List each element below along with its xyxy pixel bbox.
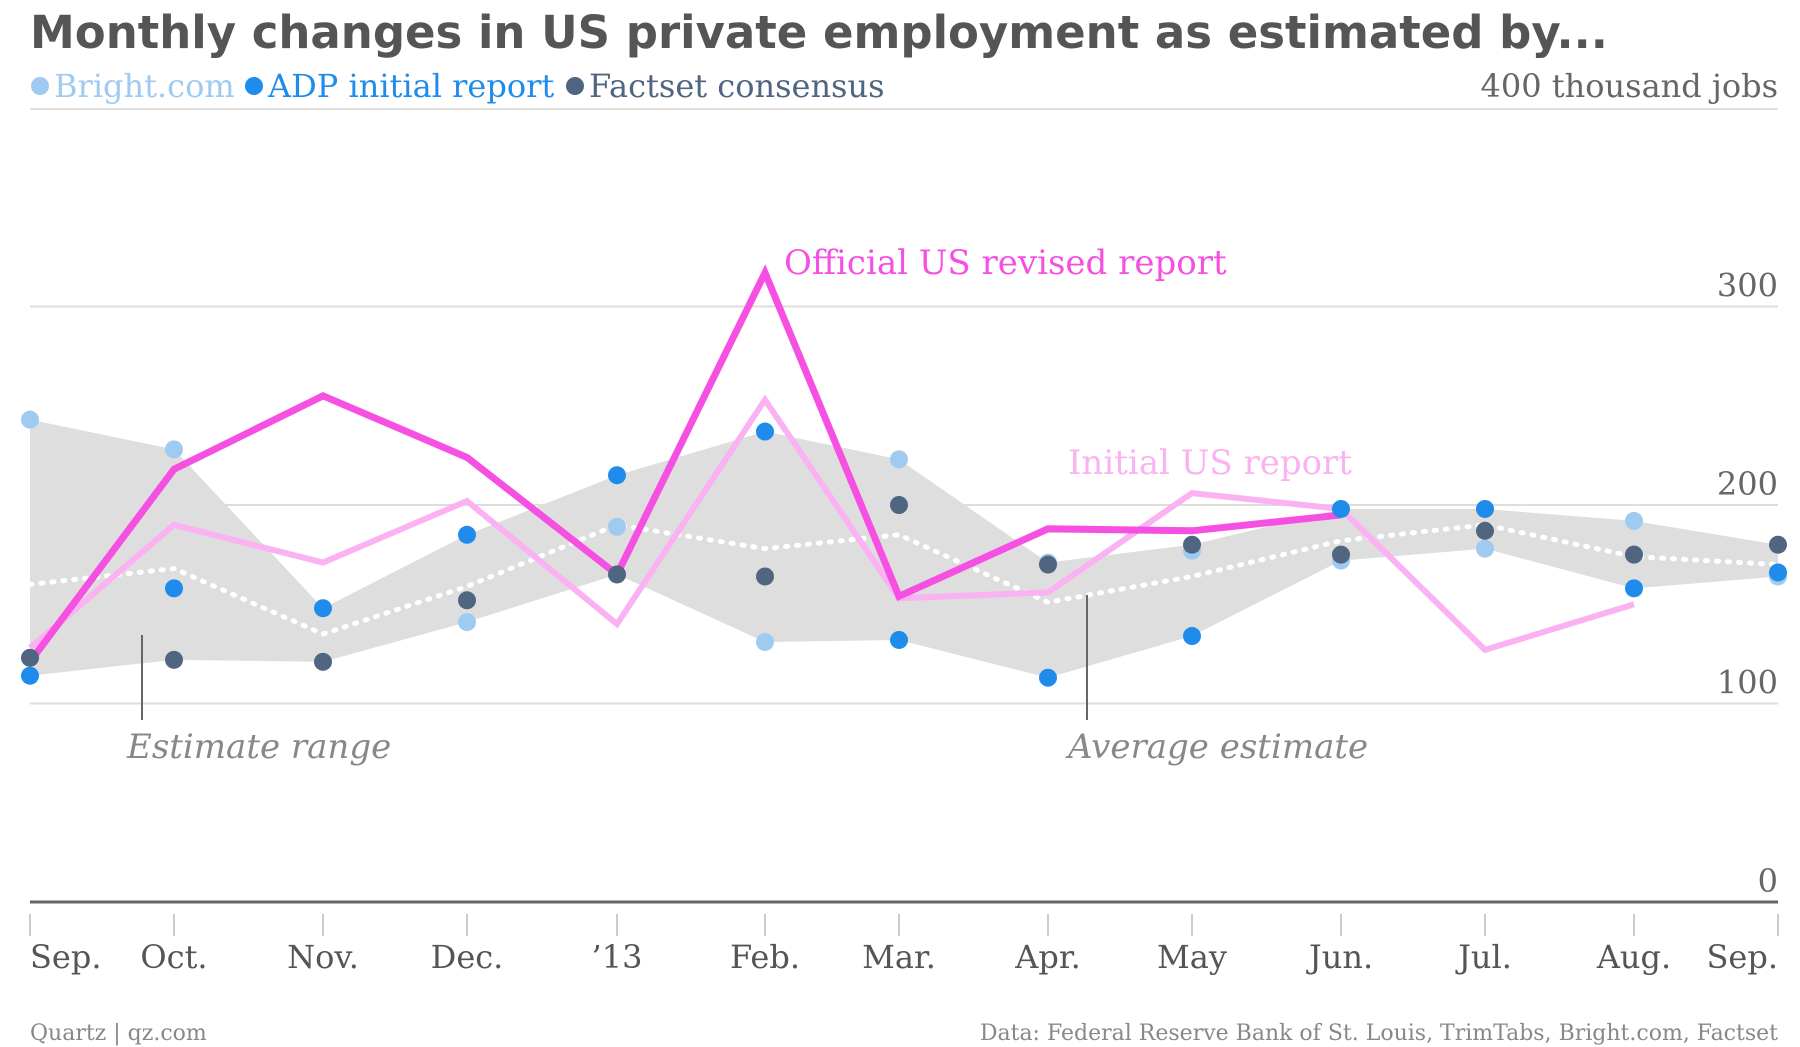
factset-dot (608, 565, 626, 584)
initial-report-label: Initial US report (1068, 443, 1352, 483)
estimate-range-label: Estimate range (126, 727, 391, 767)
x-tick-label: Oct. (140, 938, 207, 976)
factset-dot (1332, 545, 1350, 564)
x-tick-label: Aug. (1596, 938, 1671, 976)
adp-dot (165, 579, 183, 598)
x-tick-label: Dec. (431, 938, 504, 976)
x-tick-label: Mar. (862, 938, 936, 976)
legend-label-factset: Factset consensus (589, 67, 885, 105)
adp-dot (1039, 668, 1057, 687)
bright-dot (21, 410, 39, 429)
legend-label-bright: Bright.com (54, 67, 235, 105)
estimate-dots (21, 410, 1787, 687)
x-ticks: Sep. Oct. Nov. Dec. ’13 Feb. Mar. Apr. May Jun. Ju… (29, 914, 1779, 976)
legend-swatch-adp (245, 77, 263, 95)
factset-dot (756, 567, 774, 586)
chart-title: Monthly changes in US private employment… (30, 6, 1608, 59)
x-tick-label: ’13 (592, 938, 643, 976)
x-tick-label: Sep. (30, 938, 102, 976)
bright-dot (756, 632, 774, 651)
y-tick-label: 300 (1717, 267, 1778, 305)
factset-dot (1183, 535, 1201, 554)
x-tick-label: Feb. (730, 938, 800, 976)
adp-dot (756, 422, 774, 441)
bright-dot (890, 450, 908, 469)
adp-dot (1769, 563, 1787, 582)
footer-credit: Quartz | qz.com (30, 1021, 207, 1046)
factset-dot (165, 650, 183, 669)
average-estimate-line (27, 522, 1781, 637)
factset-dot (890, 496, 908, 514)
official-report-label: Official US revised report (784, 243, 1227, 283)
x-tick-label: May (1157, 938, 1227, 976)
x-tick-label: Sep. (1706, 938, 1778, 976)
bright-dot (458, 613, 476, 632)
adp-dot (21, 666, 39, 685)
x-tick-label: Jul. (1455, 938, 1512, 976)
adp-dot (1476, 499, 1494, 518)
unit-label: 400 thousand jobs (1481, 67, 1778, 105)
factset-dot (1476, 521, 1494, 540)
footer-source: Data: Federal Reserve Bank of St. Louis,… (980, 1021, 1778, 1046)
factset-dot (1769, 535, 1787, 554)
y-tick-label: 100 (1717, 664, 1778, 702)
report-lines (27, 264, 1635, 664)
bright-dot (1476, 539, 1494, 558)
factset-dot (21, 648, 39, 667)
bright-dot (1625, 511, 1643, 530)
adp-dot (1332, 499, 1350, 518)
bright-dot (165, 440, 183, 459)
legend: Bright.com ADP initial report Factset co… (31, 67, 885, 105)
legend-label-adp: ADP initial report (267, 67, 554, 105)
bright-dot (608, 517, 626, 536)
y-tick-label: 200 (1717, 465, 1778, 503)
x-tick-label: Apr. (1014, 938, 1081, 976)
adp-dot (608, 466, 626, 485)
adp-dot (458, 525, 476, 544)
adp-dot (890, 630, 908, 649)
factset-dot (1039, 555, 1057, 574)
legend-swatch-factset (566, 77, 584, 95)
y-tick-label: 0 (1758, 862, 1778, 900)
factset-dot (1625, 545, 1643, 564)
adp-dot (1625, 579, 1643, 598)
x-tick-label: Nov. (287, 938, 359, 976)
factset-dot (458, 591, 476, 610)
legend-swatch-bright (31, 77, 49, 95)
adp-dot (1183, 627, 1201, 646)
initial-report-line (28, 394, 1635, 654)
y-ticks: 0 100 200 300 (1717, 267, 1778, 901)
average-estimate-label: Average estimate (1065, 727, 1368, 767)
official-revised-line (27, 264, 1342, 664)
x-tick-label: Jun. (1306, 938, 1373, 976)
factset-dot (314, 652, 332, 671)
adp-dot (314, 599, 332, 618)
